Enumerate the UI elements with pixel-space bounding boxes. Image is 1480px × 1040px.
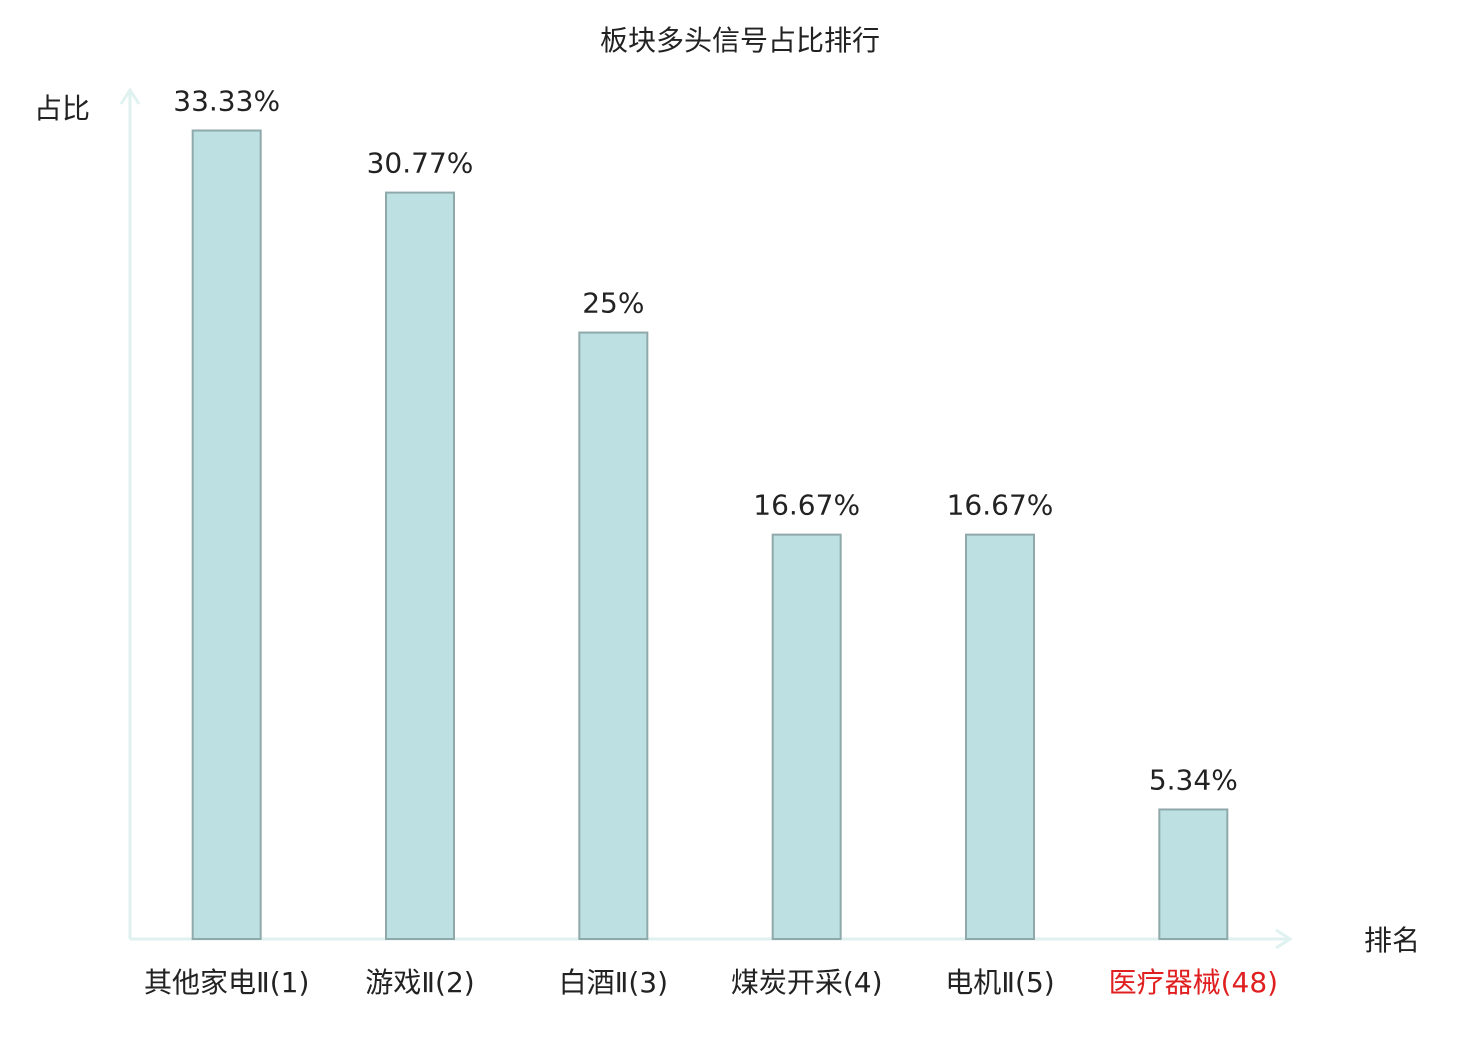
x-tick-label: 医疗器械(48) bbox=[1109, 966, 1278, 999]
value-label: 5.34% bbox=[1149, 763, 1238, 796]
bar bbox=[385, 191, 455, 940]
value-label: 25% bbox=[582, 287, 644, 320]
value-label: 16.67% bbox=[753, 489, 860, 522]
x-axis-arrow bbox=[1275, 928, 1293, 950]
bar bbox=[965, 533, 1035, 940]
y-axis-arrow bbox=[119, 87, 141, 105]
y-axis-label: 占比 bbox=[34, 92, 90, 125]
bar bbox=[191, 129, 262, 941]
x-tick-label: 其他家电Ⅱ(1) bbox=[144, 966, 309, 999]
bar bbox=[1158, 808, 1229, 940]
bar bbox=[578, 331, 649, 941]
value-label: 30.77% bbox=[367, 147, 474, 180]
x-tick-label: 煤炭开采(4) bbox=[731, 966, 883, 999]
x-tick-label: 游戏Ⅱ(2) bbox=[365, 966, 474, 999]
value-label: 16.67% bbox=[947, 489, 1054, 522]
x-tick-label: 白酒Ⅱ(3) bbox=[559, 966, 668, 999]
chart-title: 板块多头信号占比排行 bbox=[600, 24, 880, 57]
bar bbox=[771, 533, 842, 940]
x-tick-label: 电机Ⅱ(5) bbox=[945, 966, 1054, 999]
value-label: 33.33% bbox=[173, 85, 280, 118]
x-axis-label: 排名 bbox=[1364, 924, 1420, 957]
